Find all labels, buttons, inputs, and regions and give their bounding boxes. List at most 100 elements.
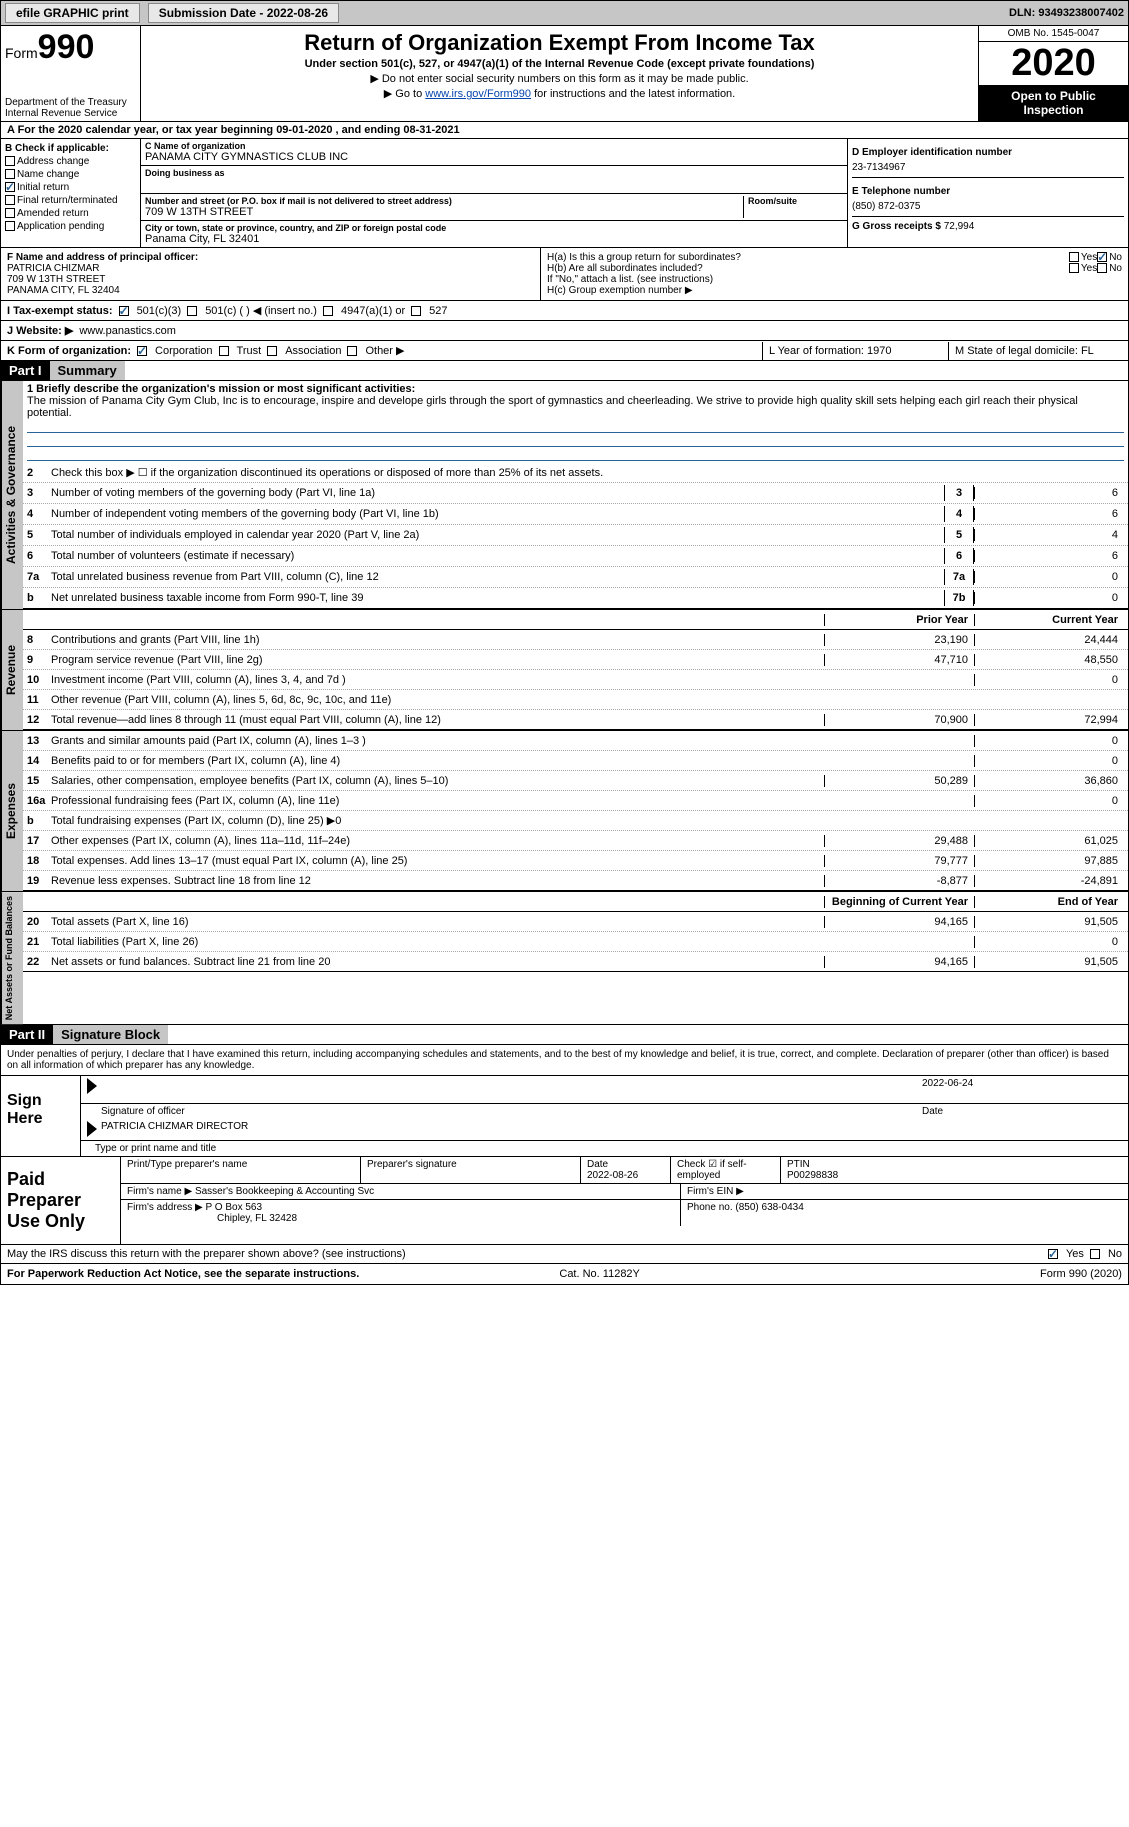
- ha-no[interactable]: [1097, 252, 1107, 262]
- chk-trust[interactable]: [219, 346, 229, 356]
- table-row: 12Total revenue—add lines 8 through 11 (…: [23, 710, 1128, 730]
- table-row: 11Other revenue (Part VIII, column (A), …: [23, 690, 1128, 710]
- chk-other[interactable]: [347, 346, 357, 356]
- l7a-val: 0: [974, 571, 1124, 583]
- chk-501c3[interactable]: [119, 306, 129, 316]
- hb-yes[interactable]: [1069, 263, 1079, 273]
- line-klm: K Form of organization: Corporation Trus…: [0, 341, 1129, 361]
- tax-year: 2020: [979, 42, 1128, 85]
- mission-label: 1 Briefly describe the organization's mi…: [27, 383, 1124, 395]
- chk-527[interactable]: [411, 306, 421, 316]
- table-row: 20Total assets (Part X, line 16)94,16591…: [23, 912, 1128, 932]
- table-row: 8Contributions and grants (Part VIII, li…: [23, 630, 1128, 650]
- sig-date: 2022-06-24: [922, 1078, 1122, 1101]
- l5-val: 4: [974, 529, 1124, 541]
- paid-preparer-block: Paid Preparer Use Only Print/Type prepar…: [0, 1157, 1129, 1245]
- chk-corp[interactable]: [137, 346, 147, 356]
- website: www.panastics.com: [79, 325, 176, 337]
- paid-preparer-label: Paid Preparer Use Only: [1, 1157, 121, 1244]
- chk-name-change[interactable]: [5, 169, 15, 179]
- box-h: H(a) Is this a group return for subordin…: [541, 248, 1128, 300]
- irs-link[interactable]: www.irs.gov/Form990: [425, 88, 531, 100]
- chk-address-change[interactable]: [5, 156, 15, 166]
- dln: DLN: 93493238007402: [1009, 7, 1124, 19]
- mission-text: The mission of Panama City Gym Club, Inc…: [27, 395, 1124, 419]
- l6-val: 6: [974, 550, 1124, 562]
- efile-button[interactable]: efile GRAPHIC print: [5, 3, 140, 23]
- box-b-title: B Check if applicable:: [5, 143, 136, 154]
- part1-header: Part ISummary: [0, 361, 1129, 381]
- table-row: 18Total expenses. Add lines 13–17 (must …: [23, 851, 1128, 871]
- form-number: 990: [38, 28, 95, 66]
- page-footer: For Paperwork Reduction Act Notice, see …: [0, 1264, 1129, 1285]
- ssn-note: ▶ Do not enter social security numbers o…: [145, 72, 974, 85]
- revenue-section: Revenue Prior YearCurrent Year 8Contribu…: [0, 610, 1129, 731]
- form-ref: Form 990 (2020): [1040, 1268, 1122, 1280]
- table-row: 15Salaries, other compensation, employee…: [23, 771, 1128, 791]
- form-title: Return of Organization Exempt From Incom…: [145, 30, 974, 56]
- chk-app-pending[interactable]: [5, 221, 15, 231]
- sig-arrow-icon: [87, 1078, 97, 1094]
- side-expenses: Expenses: [1, 731, 23, 891]
- city-state-zip: Panama City, FL 32401: [145, 233, 843, 245]
- chk-4947[interactable]: [323, 306, 333, 316]
- chk-amended[interactable]: [5, 208, 15, 218]
- table-row: 10Investment income (Part VIII, column (…: [23, 670, 1128, 690]
- side-governance: Activities & Governance: [1, 381, 23, 609]
- cat-no: Cat. No. 11282Y: [559, 1268, 640, 1280]
- discuss-yes[interactable]: [1048, 1249, 1058, 1259]
- street-address: 709 W 13TH STREET: [145, 206, 743, 218]
- org-name: PANAMA CITY GYMNASTICS CLUB INC: [145, 151, 843, 163]
- l7b-val: 0: [974, 592, 1124, 604]
- ptin: P00298838: [787, 1170, 838, 1181]
- ein: 23-7134967: [852, 162, 1124, 173]
- table-row: 17Other expenses (Part IX, column (A), l…: [23, 831, 1128, 851]
- chk-assoc[interactable]: [267, 346, 277, 356]
- table-row: 9Program service revenue (Part VIII, lin…: [23, 650, 1128, 670]
- omb-number: OMB No. 1545-0047: [979, 26, 1128, 42]
- form-subtitle: Under section 501(c), 527, or 4947(a)(1)…: [145, 58, 974, 70]
- gross-receipts: 72,994: [944, 221, 975, 232]
- sign-here-block: Sign Here 2022-06-24 Signature of office…: [0, 1076, 1129, 1157]
- open-inspection: Open to Public Inspection: [979, 85, 1128, 121]
- prep-date: 2022-08-26: [587, 1170, 638, 1181]
- goto-note: ▶ Go to www.irs.gov/Form990 for instruct…: [145, 87, 974, 100]
- box-b: B Check if applicable: Address change Na…: [1, 139, 141, 247]
- table-row: 19Revenue less expenses. Subtract line 1…: [23, 871, 1128, 891]
- table-row: 13Grants and similar amounts paid (Part …: [23, 731, 1128, 751]
- topbar: efile GRAPHIC print Submission Date - 20…: [0, 0, 1129, 26]
- table-row: 22Net assets or fund balances. Subtract …: [23, 952, 1128, 972]
- main-info-block: B Check if applicable: Address change Na…: [0, 139, 1129, 248]
- firm-phone: (850) 638-0434: [735, 1202, 803, 1213]
- l4-val: 6: [974, 508, 1124, 520]
- netassets-section: Net Assets or Fund Balances Beginning of…: [0, 892, 1129, 1025]
- hb-no[interactable]: [1097, 263, 1107, 273]
- officer-name: PATRICIA CHIZMAR: [7, 263, 534, 274]
- expenses-section: Expenses 13Grants and similar amounts pa…: [0, 731, 1129, 892]
- discuss-no[interactable]: [1090, 1249, 1100, 1259]
- dept-treasury: Department of the Treasury Internal Reve…: [5, 97, 136, 119]
- discuss-line: May the IRS discuss this return with the…: [0, 1245, 1129, 1264]
- side-revenue: Revenue: [1, 610, 23, 730]
- chk-501c[interactable]: [187, 306, 197, 316]
- officer-name-title: PATRICIA CHIZMAR DIRECTOR: [101, 1121, 248, 1138]
- line-m: M State of legal domicile: FL: [948, 342, 1128, 360]
- line-i: I Tax-exempt status: 501(c)(3) 501(c) ( …: [0, 301, 1129, 321]
- penalties-text: Under penalties of perjury, I declare th…: [0, 1045, 1129, 1076]
- line-j: J Website: ▶ www.panastics.com: [0, 321, 1129, 341]
- chk-final-return[interactable]: [5, 195, 15, 205]
- part2-header: Part IISignature Block: [0, 1025, 1129, 1045]
- ha-yes[interactable]: [1069, 252, 1079, 262]
- form-word: Form: [5, 45, 38, 61]
- telephone: (850) 872-0375: [852, 201, 1124, 212]
- line-l: L Year of formation: 1970: [762, 342, 942, 360]
- l3-val: 6: [974, 487, 1124, 499]
- submission-date: Submission Date - 2022-08-26: [148, 3, 339, 23]
- table-row: bTotal fundraising expenses (Part IX, co…: [23, 811, 1128, 831]
- box-c: C Name of organizationPANAMA CITY GYMNAS…: [141, 139, 848, 247]
- side-netassets: Net Assets or Fund Balances: [1, 892, 23, 1024]
- firm-addr1: P O Box 563: [206, 1202, 263, 1213]
- chk-initial-return[interactable]: [5, 182, 15, 192]
- officer-h-block: F Name and address of principal officer:…: [0, 248, 1129, 301]
- sig-arrow-icon-2: [87, 1121, 97, 1137]
